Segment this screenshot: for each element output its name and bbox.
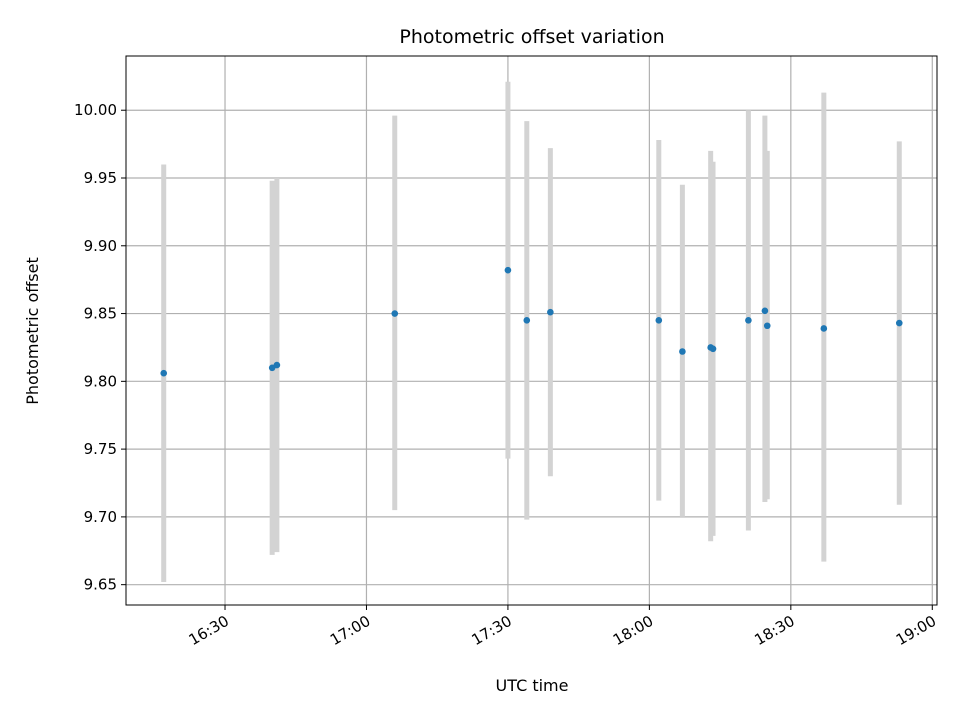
- data-point: [160, 369, 168, 377]
- data-point: [761, 307, 769, 315]
- grid: [126, 56, 937, 605]
- data-point: [745, 317, 752, 324]
- y-tick-label: 9.75: [84, 440, 117, 458]
- y-tick-label: 9.90: [84, 237, 117, 255]
- data-point: [391, 310, 399, 317]
- data-point: [504, 266, 512, 274]
- data-point: [763, 322, 771, 330]
- x-axis-title: UTC time: [496, 676, 569, 695]
- y-tick-label: 9.80: [84, 372, 117, 390]
- data-point: [709, 345, 717, 353]
- data-points: [160, 266, 903, 377]
- data-point: [820, 325, 828, 332]
- data-point: [895, 319, 903, 327]
- y-tick-label: 9.95: [84, 169, 117, 187]
- data-point: [547, 308, 554, 316]
- y-axis-title: Photometric offset: [23, 257, 42, 405]
- data-point: [679, 348, 686, 355]
- y-axis-ticks: 9.65 9.70 9.75 9.80 9.85 9.90 9.95 10.00: [74, 101, 126, 594]
- y-tick-label: 9.65: [84, 576, 117, 594]
- y-tick-label: 10.00: [74, 101, 117, 119]
- data-point: [523, 317, 531, 324]
- data-point: [655, 317, 663, 324]
- data-point: [273, 361, 281, 369]
- y-tick-label: 9.85: [84, 305, 117, 323]
- plot-area-frame: [125, 55, 938, 606]
- y-tick-label: 9.70: [84, 508, 117, 526]
- chart-title: Photometric offset variation: [399, 26, 664, 48]
